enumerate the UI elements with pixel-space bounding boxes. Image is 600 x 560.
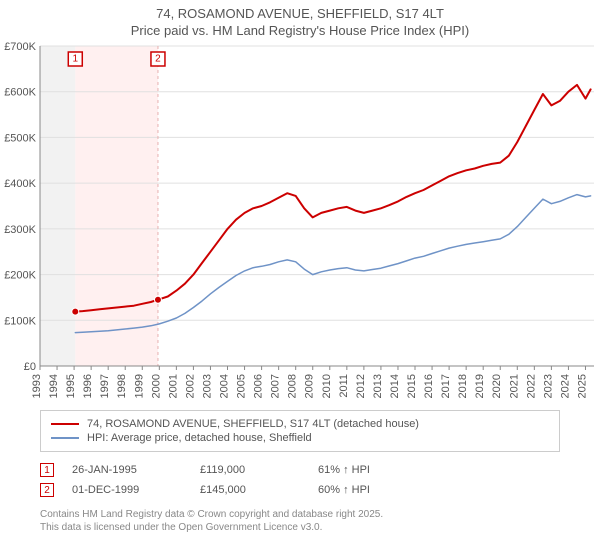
sale-marker-icon: 2 [40, 483, 54, 497]
svg-text:2003: 2003 [201, 374, 213, 398]
footer-line-1: Contains HM Land Registry data © Crown c… [40, 508, 560, 521]
svg-text:£0: £0 [24, 361, 36, 373]
legend-box: 74, ROSAMOND AVENUE, SHEFFIELD, S17 4LT … [40, 410, 560, 452]
svg-text:2014: 2014 [389, 374, 401, 398]
svg-text:2010: 2010 [321, 374, 333, 398]
sale-hpi: 61% ↑ HPI [318, 464, 438, 476]
svg-text:2015: 2015 [406, 374, 418, 398]
svg-text:2011: 2011 [338, 374, 350, 398]
svg-text:1994: 1994 [48, 374, 60, 398]
svg-text:2008: 2008 [287, 374, 299, 398]
sales-row: 1 26-JAN-1995 £119,000 61% ↑ HPI [40, 460, 560, 480]
legend-label: 74, ROSAMOND AVENUE, SHEFFIELD, S17 4LT … [87, 418, 419, 430]
svg-text:2021: 2021 [508, 374, 520, 398]
svg-text:1995: 1995 [65, 374, 77, 398]
svg-text:1996: 1996 [82, 374, 94, 398]
svg-text:£500K: £500K [4, 132, 36, 144]
sales-table: 1 26-JAN-1995 £119,000 61% ↑ HPI 2 01-DEC-199… [40, 460, 560, 500]
sale-price: £119,000 [200, 464, 300, 476]
svg-text:£400K: £400K [4, 178, 36, 190]
svg-text:2: 2 [155, 54, 161, 65]
sale-date: 01-DEC-1999 [72, 484, 182, 496]
svg-text:1: 1 [73, 54, 79, 65]
svg-text:2009: 2009 [304, 374, 316, 398]
svg-text:2001: 2001 [167, 374, 179, 398]
svg-text:2006: 2006 [253, 374, 265, 398]
sale-marker-icon: 1 [40, 463, 54, 477]
legend-row: HPI: Average price, detached house, Shef… [51, 431, 549, 445]
svg-text:2016: 2016 [423, 374, 435, 398]
svg-text:2005: 2005 [236, 374, 248, 398]
svg-text:2022: 2022 [525, 374, 537, 398]
svg-text:2004: 2004 [219, 374, 231, 398]
sales-row: 2 01-DEC-1999 £145,000 60% ↑ HPI [40, 480, 560, 500]
sale-price: £145,000 [200, 484, 300, 496]
svg-text:2012: 2012 [355, 374, 367, 398]
svg-text:2017: 2017 [440, 374, 452, 398]
svg-text:1999: 1999 [133, 374, 145, 398]
footer-attribution: Contains HM Land Registry data © Crown c… [40, 508, 560, 534]
legend-swatch [51, 437, 79, 439]
svg-text:1998: 1998 [116, 374, 128, 398]
svg-text:£700K: £700K [4, 41, 36, 53]
svg-text:1997: 1997 [99, 374, 111, 398]
sale-date: 26-JAN-1995 [72, 464, 182, 476]
svg-text:2024: 2024 [559, 374, 571, 398]
legend-label: HPI: Average price, detached house, Shef… [87, 432, 312, 444]
svg-text:1993: 1993 [31, 374, 43, 398]
svg-text:2013: 2013 [372, 374, 384, 398]
legend-and-footer: 74, ROSAMOND AVENUE, SHEFFIELD, S17 4LT … [40, 410, 560, 534]
svg-text:£300K: £300K [4, 224, 36, 236]
svg-text:2025: 2025 [576, 374, 588, 398]
svg-text:2018: 2018 [457, 374, 469, 398]
svg-text:£200K: £200K [4, 270, 36, 282]
svg-text:£100K: £100K [4, 315, 36, 327]
price-chart: £0 £100K £200K £300K £400K £500K £600K £700K 199… [0, 0, 600, 410]
svg-text:£600K: £600K [4, 87, 36, 99]
footer-line-2: This data is licensed under the Open Gov… [40, 521, 560, 534]
legend-row: 74, ROSAMOND AVENUE, SHEFFIELD, S17 4LT … [51, 417, 549, 431]
svg-text:2023: 2023 [542, 374, 554, 398]
legend-swatch [51, 423, 79, 425]
sale-hpi: 60% ↑ HPI [318, 484, 438, 496]
svg-text:2002: 2002 [184, 374, 196, 398]
svg-text:2000: 2000 [150, 374, 162, 398]
svg-text:2007: 2007 [270, 374, 282, 398]
svg-text:2020: 2020 [491, 374, 503, 398]
svg-text:2019: 2019 [474, 374, 486, 398]
